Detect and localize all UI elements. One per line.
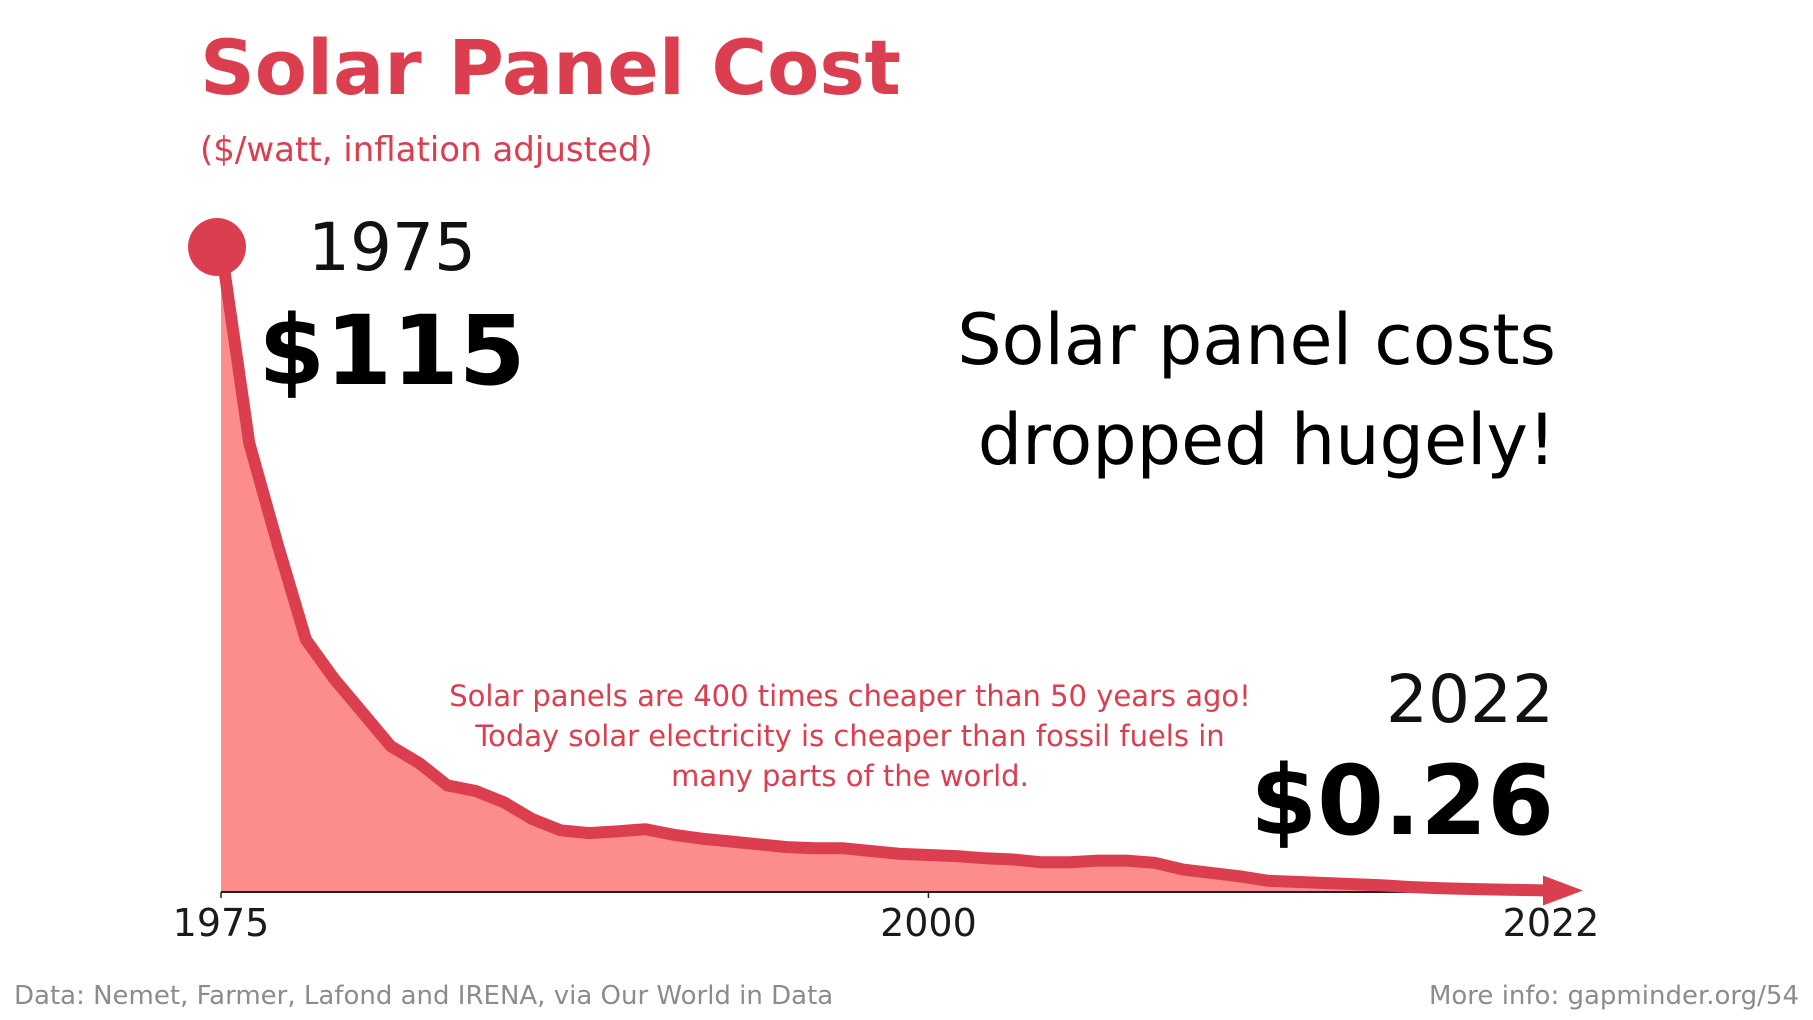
more-info-link[interactable]: More info: gapminder.org/54: [1428, 981, 1799, 1011]
end-value-label: $0.26: [1250, 745, 1554, 857]
chart-subtitle: ($/watt, inflation adjusted): [200, 130, 653, 170]
end-year-label: 2022: [1386, 661, 1554, 738]
chart-title: Solar Panel Cost: [200, 23, 901, 112]
start-year-label: 1975: [308, 209, 476, 286]
cost-line: [215, 241, 1557, 897]
headline-line-1: Solar panel costs: [957, 299, 1556, 381]
note-line-3: many parts of the world.: [671, 759, 1029, 793]
start-point-marker: [188, 218, 246, 276]
end-arrowhead: [1543, 875, 1583, 906]
data-source-note: Data: Nemet, Farmer, Lafond and IRENA, v…: [14, 981, 834, 1011]
headline-line-2: dropped hugely!: [978, 399, 1556, 481]
note-line-1: Solar panels are 400 times cheaper than …: [449, 679, 1251, 713]
x-tick-label-2000: 2000: [880, 901, 977, 945]
start-value-label: $115: [258, 295, 525, 407]
x-tick-label-1975: 1975: [173, 901, 270, 945]
note-line-2: Today solar electricity is cheaper than …: [474, 719, 1224, 753]
cost-area-fill: [221, 247, 1551, 892]
x-tick-label-2022: 2022: [1503, 901, 1600, 945]
